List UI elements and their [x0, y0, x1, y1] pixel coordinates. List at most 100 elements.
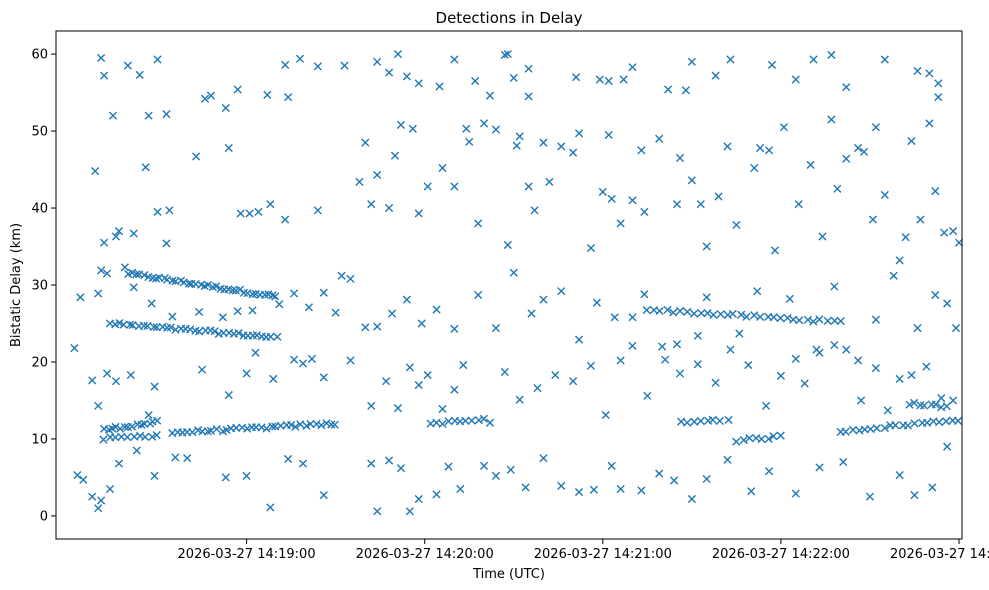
- data-point-marker: [281, 215, 290, 224]
- data-point-marker: [616, 484, 625, 494]
- data-point-marker: [883, 406, 892, 415]
- data-point-marker: [757, 434, 766, 444]
- data-point-marker: [396, 120, 406, 129]
- data-point-marker: [298, 359, 308, 368]
- data-point-marker: [803, 315, 812, 324]
- data-point-marker: [663, 305, 672, 314]
- data-point-marker: [114, 227, 124, 236]
- data-point-marker: [913, 324, 922, 333]
- data-point-marker: [664, 85, 673, 94]
- data-point-marker: [200, 94, 210, 103]
- data-point-marker: [953, 416, 963, 426]
- data-point-marker: [405, 363, 414, 372]
- data-point-marker: [557, 287, 566, 296]
- data-point-marker: [545, 177, 554, 186]
- y-tick-label: 30: [31, 279, 48, 294]
- data-point-marker: [940, 228, 949, 237]
- data-point-marker: [467, 416, 476, 425]
- data-point-marker: [769, 432, 778, 441]
- data-point-marker: [462, 124, 471, 133]
- data-point-marker: [726, 345, 735, 354]
- data-point-marker: [809, 55, 818, 64]
- data-point-marker: [99, 435, 108, 444]
- data-point-marker: [951, 324, 961, 333]
- data-point-marker: [500, 367, 509, 377]
- data-point-marker: [384, 68, 394, 77]
- data-point-marker: [925, 119, 934, 128]
- data-point-marker: [390, 151, 400, 160]
- data-point-marker: [97, 53, 106, 63]
- data-point-marker: [116, 424, 125, 433]
- data-point-marker: [527, 309, 536, 318]
- y-tick-label: 40: [31, 202, 48, 217]
- data-point-marker: [761, 401, 771, 410]
- data-point-marker: [243, 424, 252, 433]
- data-point-marker: [931, 400, 940, 409]
- data-point-marker: [88, 376, 97, 385]
- data-point-marker: [724, 415, 733, 425]
- data-point-marker: [714, 192, 723, 201]
- data-point-marker: [515, 132, 524, 141]
- data-point-marker: [435, 82, 444, 91]
- data-point-marker: [744, 360, 753, 370]
- data-point-marker: [941, 417, 951, 426]
- data-point-marker: [607, 194, 616, 203]
- data-point-marker: [923, 418, 932, 427]
- data-point-marker: [327, 420, 336, 429]
- data-point-marker: [79, 475, 88, 484]
- data-point-marker: [524, 64, 533, 73]
- data-point-marker: [696, 416, 705, 426]
- data-point-marker: [732, 437, 741, 446]
- data-point-marker: [934, 79, 943, 88]
- x-axis: 2026-03-27 14:19:00 2026-03-27 14:20:00 20…: [178, 539, 989, 562]
- data-point-marker: [640, 207, 649, 216]
- data-point-marker: [737, 310, 746, 319]
- data-point-marker: [141, 432, 150, 442]
- data-point-marker: [114, 459, 124, 468]
- data-point-marker: [574, 335, 584, 344]
- data-point-marker: [922, 362, 931, 371]
- data-point-marker: [745, 433, 754, 443]
- data-point-marker: [135, 70, 144, 79]
- data-point-marker: [574, 487, 584, 497]
- data-point-marker: [943, 442, 952, 451]
- data-point-marker: [423, 370, 432, 380]
- data-point-marker: [557, 142, 566, 151]
- data-point-marker: [503, 49, 512, 59]
- data-point-marker: [521, 483, 530, 492]
- data-point-marker: [474, 290, 483, 300]
- data-point-marker: [702, 242, 711, 251]
- data-point-marker: [144, 111, 153, 120]
- data-point-marker: [809, 317, 818, 326]
- data-point-marker: [382, 377, 391, 386]
- data-point-marker: [304, 303, 314, 312]
- data-point-marker: [127, 422, 137, 431]
- data-point-marker: [948, 227, 958, 236]
- data-point-marker: [709, 310, 718, 320]
- data-point-marker: [865, 492, 875, 501]
- data-point-marker: [73, 471, 82, 480]
- data-point-marker: [512, 141, 521, 150]
- data-point-marker: [367, 459, 376, 468]
- data-point-marker: [841, 427, 850, 436]
- data-point-marker: [891, 421, 900, 430]
- data-point-marker: [776, 431, 785, 440]
- data-point-marker: [767, 60, 777, 69]
- data-point-marker: [661, 355, 670, 364]
- data-point-marker: [132, 446, 141, 455]
- data-point-marker: [206, 426, 215, 435]
- data-point-marker: [812, 345, 821, 354]
- data-point-marker: [373, 507, 382, 516]
- data-point-marker: [854, 143, 863, 153]
- data-point-marker: [491, 471, 501, 480]
- data-point-marker: [254, 207, 263, 216]
- data-point-marker: [895, 256, 904, 265]
- data-point-marker: [188, 428, 197, 437]
- data-point-marker: [711, 378, 720, 387]
- x-axis-label: Time (UTC): [472, 567, 545, 582]
- data-point-marker: [102, 269, 112, 278]
- data-point-marker: [655, 134, 664, 143]
- data-point-marker: [289, 289, 299, 298]
- data-point-marker: [296, 420, 305, 429]
